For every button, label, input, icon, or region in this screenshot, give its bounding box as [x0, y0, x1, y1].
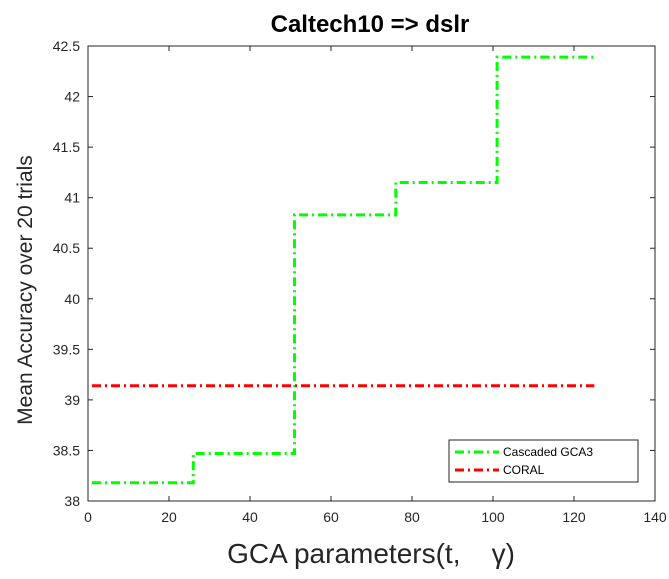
series-line-0 [92, 55, 595, 485]
plot-frame [87, 45, 656, 502]
x-tick-label: 100 [481, 509, 505, 525]
legend-box [448, 439, 639, 483]
legend: Cascaded GCA3 CORAL [448, 439, 639, 483]
x-tick-label: 0 [84, 509, 92, 525]
y-axis-label: Mean Accuracy over 20 trials [14, 155, 37, 425]
y-tick-label: 39.5 [53, 341, 80, 357]
x-tick-label: 120 [562, 509, 586, 525]
y-tick-label: 40 [64, 291, 80, 307]
axis-ticks: 0 20 40 60 80 100 120 140 38 38.5 39 39.5 40 40.5 41 41… [53, 38, 667, 525]
y-tick-label: 38.5 [53, 442, 80, 458]
y-tick-label: 42 [64, 89, 80, 105]
y-tick-label: 42.5 [53, 38, 80, 54]
x-axis-label: GCA parameters(t, γ) [227, 538, 515, 569]
series-lines [92, 55, 595, 485]
legend-label: CORAL [503, 463, 545, 477]
x-tick-label: 20 [161, 509, 177, 525]
y-tick-label: 40.5 [53, 240, 80, 256]
legend-label: Cascaded GCA3 [503, 445, 593, 459]
x-tick-label: 60 [323, 509, 339, 525]
y-tick-label: 39 [64, 392, 80, 408]
x-tick-label: 40 [242, 509, 258, 525]
y-tick-label: 41.5 [53, 139, 80, 155]
y-tick-label: 38 [64, 493, 80, 509]
x-tick-label: 140 [643, 509, 667, 525]
x-tick-label: 80 [404, 509, 420, 525]
plot-area [87, 45, 656, 502]
y-tick-label: 41 [64, 190, 80, 206]
chart-title: Caltech10 => dslr [271, 11, 470, 38]
